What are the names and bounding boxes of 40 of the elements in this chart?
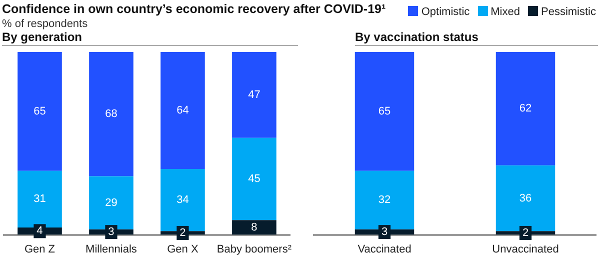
data-label: 47 [248, 88, 260, 101]
x-tick-label: Unvaccinated [492, 243, 559, 256]
bar [232, 220, 276, 235]
x-tick-label: Gen X [167, 243, 199, 256]
x-tick-label: Millennials [86, 243, 138, 256]
data-label: 65 [34, 105, 46, 118]
x-tick-label: Gen Z [24, 243, 56, 256]
chart-title: By vaccination status [355, 30, 598, 46]
text: By generation [2, 30, 298, 46]
data-label: 2 [522, 227, 529, 240]
data-label: 4 [36, 225, 43, 238]
bar [18, 52, 62, 171]
data-label: 32 [378, 194, 391, 206]
data-label: 3 [381, 226, 388, 238]
data-label: 62 [519, 102, 532, 115]
x-tick-label: Vaccinated [358, 243, 412, 256]
bar [18, 170, 62, 228]
bar [496, 52, 556, 166]
bar [89, 52, 134, 176]
data-label: 65 [378, 105, 391, 118]
bar [354, 52, 414, 171]
bar [160, 52, 205, 169]
bar [232, 138, 276, 220]
data-label: 45 [248, 173, 260, 186]
data-label: 3 [108, 226, 114, 238]
chart-subtitle: % of respondents [2, 18, 88, 30]
bar [232, 52, 276, 138]
legend-label: Pessimistic [540, 6, 596, 18]
x-tick-label: Baby boomers² [216, 243, 292, 256]
data-label: 36 [519, 192, 532, 204]
data-label: 8 [251, 222, 258, 234]
data-label: 31 [34, 193, 46, 206]
legend-label: Optimistic [421, 6, 470, 18]
data-label: 2 [180, 227, 186, 240]
data-label: 34 [176, 194, 189, 206]
legend-label: Mixed [490, 6, 520, 18]
data-label: 68 [105, 108, 118, 120]
data-label: 64 [176, 104, 189, 117]
data-label: 29 [105, 196, 118, 209]
chart-title: Confidence in own country’s economic recovery after COVID-19¹ [2, 2, 386, 16]
